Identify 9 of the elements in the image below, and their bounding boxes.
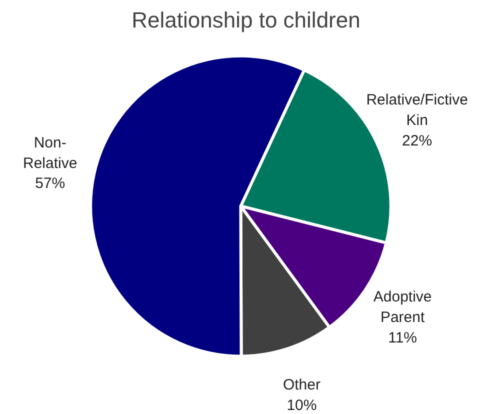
data-label: 22%: [402, 132, 432, 150]
chart-title: Relationship to children: [132, 8, 360, 32]
data-label: 10%: [286, 397, 317, 414]
data-label: 11%: [388, 329, 418, 346]
slice-label: Non-Relative: [23, 134, 78, 172]
slice-label: Relative/Fictive Kin: [366, 92, 468, 130]
slice-label: Adoptive Parent: [373, 288, 432, 326]
slice-label: Other: [282, 376, 320, 394]
data-label: 57%: [35, 175, 66, 192]
